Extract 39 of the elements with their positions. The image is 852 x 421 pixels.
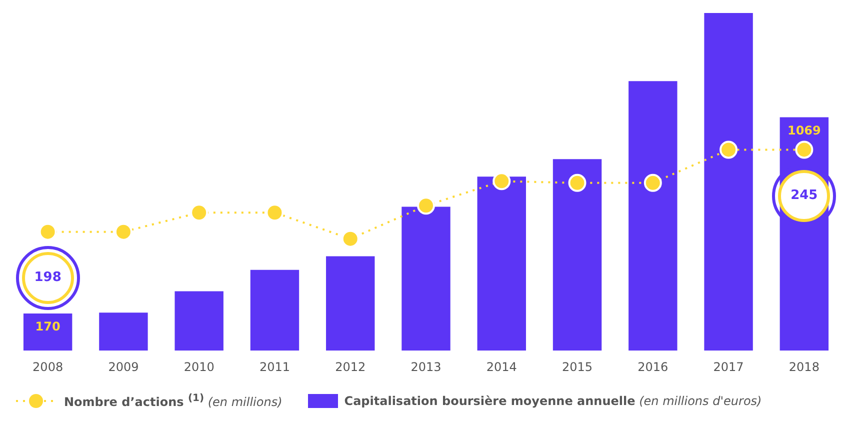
point: [492, 172, 511, 190]
x-tick-label: 2013: [410, 360, 442, 374]
x-tick-label: 2014: [486, 360, 517, 374]
point: [795, 140, 814, 159]
ring-badge: 198: [16, 246, 80, 310]
point: [114, 222, 132, 241]
data-label: 198: [22, 252, 74, 304]
bar: [174, 291, 224, 351]
legend-label: Nombre d’actions $^{(1)}$ (en millions): [64, 393, 282, 409]
x-tick-label: 2008: [32, 360, 64, 374]
point: [568, 174, 586, 192]
bar: [552, 159, 602, 351]
point: [38, 222, 57, 241]
bar: [628, 81, 678, 351]
x-tick-label: 2015: [562, 360, 593, 374]
point: [720, 140, 738, 159]
bar: [402, 206, 450, 351]
legend-label: Capitalisation boursière moyenne annuelle (en millions d'euros): [344, 394, 762, 408]
point: [266, 204, 284, 222]
point: [190, 204, 208, 222]
x-tick-label: 2010: [184, 360, 214, 374]
x-tick-label: 2017: [713, 360, 744, 374]
x-tick-label: 2009: [108, 360, 139, 374]
x-tick-label: 2016: [638, 360, 668, 374]
x-tick-label: 2018: [788, 360, 820, 374]
point: [341, 230, 360, 248]
data-label: 245: [778, 170, 830, 222]
data-label: 170: [35, 320, 60, 334]
bar: [326, 256, 375, 351]
bar: [704, 13, 753, 351]
point: [417, 196, 435, 215]
x-tick-label: 2012: [335, 360, 366, 374]
data-label: 1069: [787, 123, 821, 138]
bar: [99, 312, 148, 351]
bar: [477, 176, 526, 351]
x-tick-label: 2011: [259, 360, 290, 374]
bar: [23, 313, 72, 351]
bar: [250, 270, 300, 351]
point: [644, 174, 662, 192]
